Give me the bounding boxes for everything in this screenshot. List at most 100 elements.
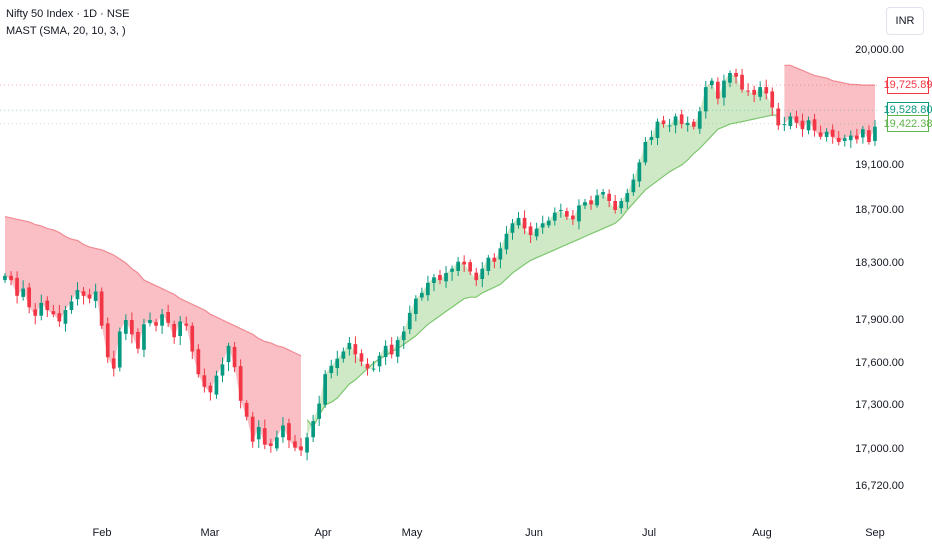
candle-body bbox=[836, 137, 841, 142]
symbol-title[interactable]: Nifty 50 Index · 1D · NSE bbox=[6, 8, 130, 20]
candle-body bbox=[335, 358, 340, 368]
candle-body bbox=[208, 385, 213, 393]
candle-body bbox=[244, 403, 249, 417]
candle-body bbox=[124, 320, 128, 334]
candle-body bbox=[359, 353, 364, 362]
candle-body bbox=[516, 217, 521, 226]
candle-body bbox=[99, 291, 104, 326]
candle-body bbox=[498, 248, 503, 260]
candle-body bbox=[9, 275, 13, 281]
candle-body bbox=[655, 121, 660, 138]
candle-body bbox=[691, 121, 696, 127]
candle-body bbox=[450, 268, 454, 272]
x-tick-label: Aug bbox=[752, 527, 772, 539]
candle-body bbox=[873, 126, 877, 141]
candle-body bbox=[522, 217, 527, 229]
candle-body bbox=[371, 368, 376, 370]
candle-body bbox=[15, 277, 19, 296]
candle-body bbox=[468, 262, 472, 272]
candle-body bbox=[117, 331, 122, 368]
candle-body bbox=[383, 345, 388, 357]
candle-body bbox=[21, 288, 25, 297]
candle-body bbox=[81, 291, 86, 296]
candle-body bbox=[238, 366, 243, 401]
candle-body bbox=[716, 81, 720, 99]
candle-body bbox=[685, 122, 690, 126]
y-tick-label: 17,600.00 bbox=[855, 357, 904, 369]
candle-body bbox=[432, 277, 436, 283]
candle-body bbox=[697, 111, 702, 129]
candle-body bbox=[111, 358, 116, 369]
y-tick-label: 17,300.00 bbox=[855, 399, 904, 411]
candle-body bbox=[794, 116, 799, 123]
candle-body bbox=[565, 211, 569, 217]
candle-body bbox=[601, 192, 605, 195]
candle-body bbox=[414, 298, 418, 314]
candle-body bbox=[649, 136, 654, 140]
candle-body bbox=[830, 129, 835, 137]
candle-body bbox=[764, 87, 769, 94]
candle-body bbox=[486, 257, 491, 271]
candle-body bbox=[226, 345, 231, 363]
candle-body bbox=[637, 162, 642, 182]
y-tick-label: 20,000.00 bbox=[855, 44, 904, 56]
candle-body bbox=[577, 205, 581, 222]
candle-body bbox=[740, 74, 744, 90]
candle-body bbox=[166, 312, 170, 323]
candle-body bbox=[534, 228, 539, 237]
candle-body bbox=[178, 321, 182, 336]
candle-body bbox=[51, 311, 56, 315]
y-tick-label: 16,720.00 bbox=[855, 480, 904, 492]
candle-body bbox=[172, 324, 176, 338]
indicator-title[interactable]: MAST (SMA, 20, 10, 3, ) bbox=[6, 25, 126, 37]
currency-button[interactable]: INR bbox=[886, 7, 924, 35]
candle-body bbox=[474, 272, 479, 281]
candle-body bbox=[758, 87, 762, 97]
candle-body bbox=[154, 322, 158, 326]
candle-body bbox=[667, 125, 672, 127]
candle-body bbox=[293, 441, 297, 448]
candle-body bbox=[347, 342, 352, 350]
candle-body bbox=[57, 313, 62, 322]
candle-body bbox=[631, 179, 636, 193]
candle-body bbox=[45, 300, 50, 310]
candle-body bbox=[148, 320, 152, 324]
candle-body bbox=[287, 423, 291, 441]
bear-band-fill-0 bbox=[5, 216, 301, 451]
candle-body bbox=[480, 268, 485, 279]
candle-body bbox=[329, 365, 334, 374]
bull-band-fill-0 bbox=[307, 73, 779, 438]
y-tick-label: 18,300.00 bbox=[855, 257, 904, 269]
bear-band-line-1 bbox=[784, 64, 875, 86]
candle-body bbox=[855, 135, 859, 140]
candle-body bbox=[552, 212, 557, 221]
candle-body bbox=[365, 363, 370, 369]
candle-body bbox=[27, 287, 31, 308]
candle-body bbox=[426, 282, 430, 296]
y-tick-label: 17,900.00 bbox=[855, 314, 904, 326]
candle-body bbox=[196, 349, 201, 375]
x-tick-label: Feb bbox=[92, 527, 112, 539]
candle-body bbox=[160, 314, 164, 326]
candle-body bbox=[752, 89, 756, 95]
candle-body bbox=[389, 344, 394, 355]
candle-body bbox=[305, 437, 309, 453]
candle-body bbox=[528, 226, 533, 236]
candle-body bbox=[33, 309, 38, 316]
price-tag-red: 19,725.89 bbox=[884, 76, 932, 94]
bear-band-fill-1 bbox=[784, 65, 875, 142]
candle-body bbox=[861, 129, 865, 138]
candle-body bbox=[583, 202, 587, 206]
candle-body bbox=[184, 323, 189, 326]
candle-body bbox=[746, 90, 750, 92]
x-tick-label: Jun bbox=[525, 527, 543, 539]
candle-body bbox=[492, 257, 497, 262]
candle-body bbox=[456, 261, 460, 271]
candle-body bbox=[444, 273, 448, 282]
x-tick-label: Apr bbox=[314, 527, 332, 539]
candle-body bbox=[625, 193, 630, 202]
candle-body bbox=[734, 73, 738, 77]
x-tick-label: Sep bbox=[865, 527, 885, 539]
